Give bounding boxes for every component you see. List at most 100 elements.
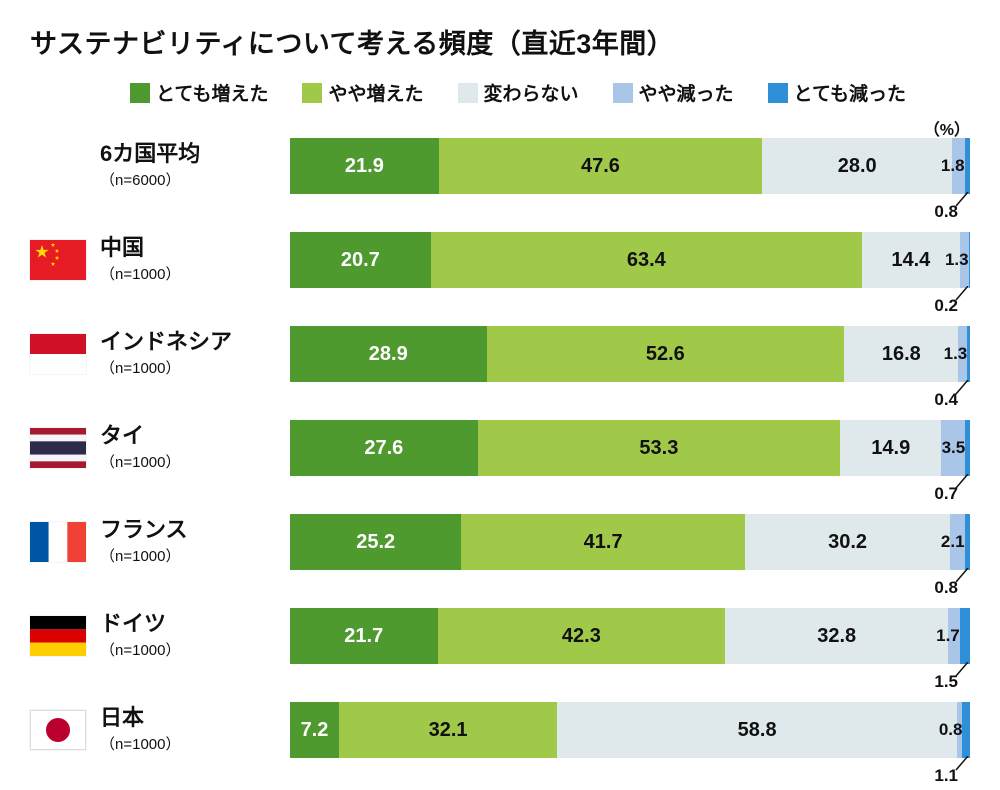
bar-segment: 32.1 xyxy=(339,702,557,758)
legend-item: とても減った xyxy=(768,79,906,106)
bar-cell: 27.653.314.93.50.7 xyxy=(290,420,970,508)
stacked-bar: 25.241.730.22.1 xyxy=(290,514,970,570)
stacked-bar: 20.763.414.41.3 xyxy=(290,232,970,288)
bar-row: タイ（n=1000）27.653.314.93.50.7 xyxy=(30,420,970,508)
legend-swatch xyxy=(768,83,788,103)
bar-cell: 28.952.616.81.30.4 xyxy=(290,326,970,414)
bar-segment: 14.9 xyxy=(840,420,941,476)
flag-indonesia-icon xyxy=(30,334,86,374)
legend-label: 変わらない xyxy=(484,79,579,106)
row-sublabel: （n=1000） xyxy=(100,451,290,472)
row-label-cell: ドイツ （n=1000） xyxy=(100,608,290,664)
stacked-bar: 7.232.158.80.8 xyxy=(290,702,970,758)
row-sublabel: （n=1000） xyxy=(100,639,290,660)
legend-swatch xyxy=(130,83,150,103)
flag-france-icon xyxy=(30,522,86,562)
row-label: フランス xyxy=(100,518,290,542)
bar-segment-callout: 0.8 xyxy=(934,196,958,222)
row-label-cell: タイ（n=1000） xyxy=(100,420,290,476)
legend-swatch xyxy=(458,83,478,103)
bar-segment-callout: 0.7 xyxy=(934,478,958,504)
bar-segment xyxy=(969,232,970,288)
bar-segment-callout: 0.4 xyxy=(934,384,958,410)
legend-label: やや減った xyxy=(639,79,734,106)
bar-segment: 30.2 xyxy=(745,514,950,570)
row-label-cell: フランス （n=1000） xyxy=(100,514,290,570)
bar-row: ドイツ（n=1000）21.742.332.81.71.5 xyxy=(30,608,970,696)
bar-segment: 58.8 xyxy=(557,702,957,758)
bar-cell: 25.241.730.22.10.8 xyxy=(290,514,970,602)
flag-cell xyxy=(30,326,100,382)
bar-segment: 1.3 xyxy=(958,326,967,382)
flag-cell xyxy=(30,420,100,476)
bar-cell: 21.947.628.01.80.8 xyxy=(290,138,970,226)
bar-row: 中国 （n=1000）20.763.414.41.30.2 xyxy=(30,232,970,320)
legend-swatch xyxy=(302,83,322,103)
flag-japan-icon xyxy=(30,710,86,750)
row-label: インドネシア xyxy=(100,330,290,354)
legend-label: やや増えた xyxy=(328,79,423,106)
row-label-cell: 中国 （n=1000） xyxy=(100,232,290,288)
stacked-bar: 27.653.314.93.5 xyxy=(290,420,970,476)
bar-row: フランス （n=1000）25.241.730.22.10.8 xyxy=(30,514,970,602)
bar-segment-callout: 1.5 xyxy=(934,666,958,692)
bar-segment: 52.6 xyxy=(487,326,845,382)
bar-segment: 41.7 xyxy=(461,514,745,570)
bar-rows: 6カ国平均（n=6000）21.947.628.01.80.8中国（n=1000… xyxy=(30,138,970,790)
flag-cell xyxy=(30,138,100,194)
stacked-bar: 21.947.628.01.8 xyxy=(290,138,970,194)
bar-cell: 20.763.414.41.30.2 xyxy=(290,232,970,320)
bar-segment xyxy=(965,138,970,194)
bar-cell: 7.232.158.80.81.1 xyxy=(290,702,970,790)
legend-item: 変わらない xyxy=(458,79,579,106)
row-sublabel: （n=1000） xyxy=(100,545,290,566)
bar-segment: 1.7 xyxy=(948,608,960,664)
bar-cell: 21.742.332.81.71.5 xyxy=(290,608,970,696)
bar-segment: 1.3 xyxy=(960,232,969,288)
bar-segment: 63.4 xyxy=(431,232,862,288)
flag-china-icon xyxy=(30,240,86,280)
row-sublabel: （n=1000） xyxy=(100,263,290,284)
bar-segment: 2.1 xyxy=(950,514,964,570)
bar-segment: 53.3 xyxy=(478,420,840,476)
bar-segment: 25.2 xyxy=(290,514,461,570)
bar-segment xyxy=(960,608,970,664)
stacked-bar: 21.742.332.81.7 xyxy=(290,608,970,664)
bar-segment-callout: 1.1 xyxy=(934,760,958,786)
row-label-cell: インドネシア （n=1000） xyxy=(100,326,290,382)
stacked-bar: 28.952.616.81.3 xyxy=(290,326,970,382)
bar-row: インドネシア （n=1000）28.952.616.81.30.4 xyxy=(30,326,970,414)
bar-row: 日本 （n=1000）7.232.158.80.81.1 xyxy=(30,702,970,790)
bar-segment: 28.0 xyxy=(762,138,952,194)
flag-germany-icon xyxy=(30,616,86,656)
row-label: ドイツ xyxy=(100,612,290,636)
legend-label: とても増えた xyxy=(156,79,268,106)
row-sublabel: （n=1000） xyxy=(100,357,290,378)
row-label-cell: 日本 （n=1000） xyxy=(100,702,290,758)
bar-segment: 47.6 xyxy=(439,138,762,194)
bar-segment: 32.8 xyxy=(725,608,948,664)
row-label: 中国 xyxy=(100,236,290,260)
chart-container: サステナビリティについて考える頻度（直近3年間） とても増えた やや増えた 変わらな… xyxy=(0,0,1000,785)
flag-thailand-icon xyxy=(30,428,86,468)
row-sublabel: （n=1000） xyxy=(100,733,290,754)
flag-cell xyxy=(30,514,100,570)
bar-segment: 16.8 xyxy=(844,326,958,382)
bar-segment xyxy=(967,326,970,382)
bar-segment xyxy=(965,420,970,476)
bar-row: 6カ国平均 （n=6000）21.947.628.01.80.8 xyxy=(30,138,970,226)
row-label-cell: 6カ国平均 （n=6000） xyxy=(100,138,290,194)
bar-segment: 42.3 xyxy=(438,608,726,664)
bar-segment: 20.7 xyxy=(290,232,431,288)
bar-segment: 7.2 xyxy=(290,702,339,758)
bar-segment: 3.5 xyxy=(941,420,965,476)
chart-title: サステナビリティについて考える頻度（直近3年間） xyxy=(30,22,970,61)
flag-cell xyxy=(30,608,100,664)
legend-item: やや減った xyxy=(613,79,734,106)
row-sublabel: （n=6000） xyxy=(100,169,290,190)
row-label: 6カ国平均 xyxy=(100,142,290,166)
unit-label: （%） xyxy=(924,116,970,140)
flag-cell xyxy=(30,232,100,288)
bar-segment: 1.8 xyxy=(952,138,964,194)
row-label: 日本 xyxy=(100,706,290,730)
